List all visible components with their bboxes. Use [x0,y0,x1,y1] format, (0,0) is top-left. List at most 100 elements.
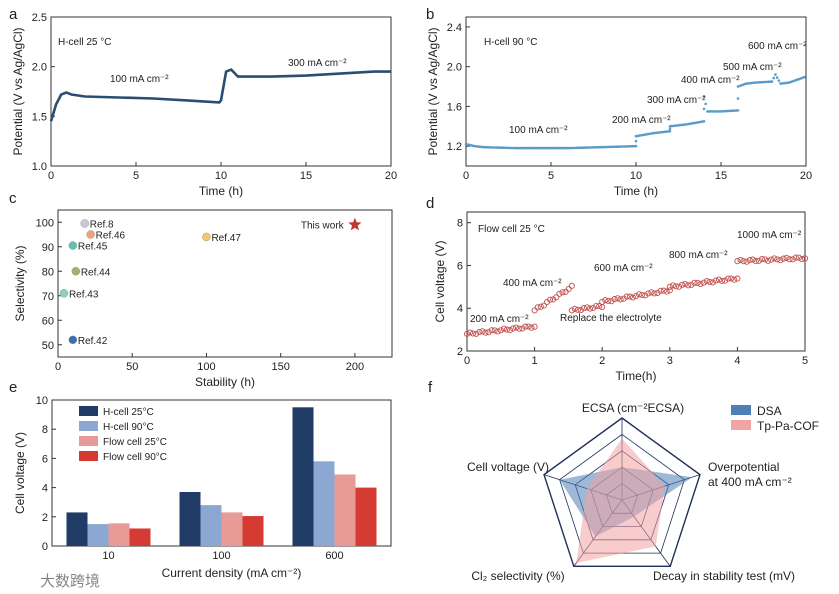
data-point [574,306,581,313]
bar-h-cell-90-c [313,461,335,546]
bar-flow-cell-25-c [334,474,356,546]
data-point [510,325,517,332]
data-point [497,327,504,334]
y-tick-label: 1.6 [447,101,462,113]
data-point [798,256,805,263]
data-point [666,283,673,290]
x-tick-label: 100 [212,550,230,562]
data-point [691,279,698,286]
x-tick-label: 5 [802,355,808,367]
panel-label-c: c [9,190,17,207]
y-tick-label: 4 [42,483,48,495]
data-point [68,335,78,345]
point-label: Ref.46 [96,231,126,242]
data-point [586,305,594,312]
legend-label: Flow cell 90°C [103,452,167,463]
annotation: 1000 mA cm⁻² [737,230,802,241]
point-label: Ref.43 [69,289,99,300]
y-axis-label: Potential (V vs Ag/AgCl) [426,27,440,155]
bar-h-cell-90-c [87,524,109,546]
data-point [728,275,735,282]
data-point [599,304,606,311]
x-tick-label: 0 [55,361,61,373]
data-point [746,257,753,264]
data-point [531,307,538,314]
y-tick-label: 100 [36,217,54,229]
radar-axis-label: Cl₂ selectivity (%) [471,569,564,583]
chart-e: 0 2 4 6 8 10 10 100 600 Current density (mA cm⁻²)… [13,395,392,580]
data-point [771,255,778,262]
data-point [722,277,729,284]
data-point [636,291,643,298]
x-tick-label: 4 [734,355,740,367]
annotation: 600 mA cm⁻² [594,263,653,274]
bar-flow-cell-25-c [221,512,243,546]
data-point [491,327,498,334]
legend-label: Tp-Pa-COF [757,419,819,433]
x-tick-label: 10 [102,550,114,562]
y-axis-label: Selectivity (%) [13,245,27,321]
data-point [697,280,704,288]
data-point [476,328,483,336]
y-tick-label: 4 [457,303,463,315]
data-point [605,297,612,305]
legend-swatch [79,406,98,416]
data-point [494,328,501,335]
data-point [503,326,510,333]
y-tick-label: 10 [36,395,48,407]
point-label: Ref.44 [81,267,111,278]
y-tick-label: 2.0 [447,62,462,74]
x-tick-label: 200 [346,361,364,373]
data-point [519,325,526,332]
data-point [80,219,89,228]
data-point [629,294,636,301]
chart-title: Flow cell 25 °C [478,224,545,235]
data-point [506,327,514,334]
y-tick-label: 2 [42,512,48,524]
star-marker-this-work [348,217,362,231]
data-point [531,323,538,330]
legend-swatch [79,421,98,431]
data-point [639,291,646,299]
data-point [712,277,719,284]
data-point [596,303,603,310]
data-point [642,292,649,299]
y-axis-label: Potential (V vs Ag/AgCl) [11,27,25,155]
bar-flow-cell-90-c [129,528,151,546]
legend-label: H-cell 25°C [103,407,154,418]
annotation-current: 300 mA cm⁻² [647,95,706,106]
data-point [702,107,706,111]
data-point [768,256,775,263]
y-tick-label: 8 [42,424,48,436]
panel-label-d: d [426,195,434,212]
data-point [632,293,640,300]
data-point [737,256,744,264]
data-point [734,275,741,282]
y-tick-label: 2.5 [32,12,47,24]
data-point [86,230,95,239]
y-tick-label: 1.0 [32,161,47,173]
annotation: 200 mA cm⁻² [470,314,529,325]
data-point [571,305,578,312]
data-point [550,296,557,303]
y-tick-label: 1.2 [447,141,462,153]
data-point [648,289,655,296]
data-point [752,258,759,265]
y-tick-label: 90 [42,242,54,254]
plot-frame [57,209,393,358]
data-point [688,281,695,288]
x-tick-label: 10 [215,170,227,182]
radar-axis-label: Decay in stability test (mV) [653,569,795,583]
data-point [500,325,507,332]
data-point [68,241,78,250]
data-point [559,289,566,296]
data-point [463,330,471,337]
data-point [682,280,689,288]
x-tick-label: 0 [464,355,470,367]
data-point [685,282,692,289]
plot-frame [466,211,806,352]
y-tick-label: 80 [42,266,54,278]
point-label: Ref.47 [211,233,241,244]
